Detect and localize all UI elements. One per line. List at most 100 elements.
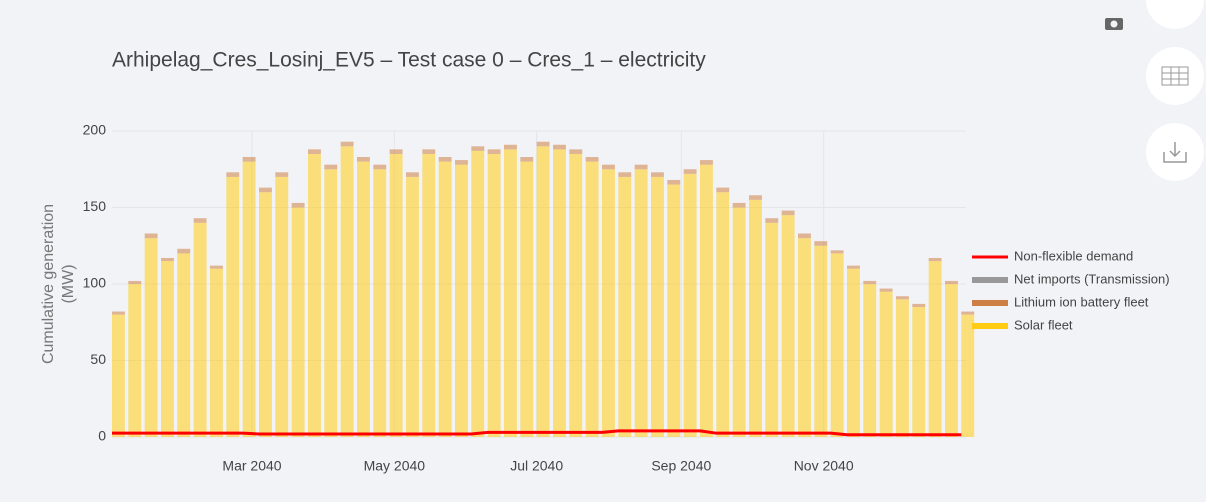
spike — [879, 291, 893, 437]
y-tick-label: 50 — [90, 351, 106, 367]
spike — [438, 161, 452, 437]
table-lines — [1162, 67, 1188, 85]
spike — [536, 146, 550, 438]
spike — [144, 233, 158, 239]
spike — [275, 176, 289, 437]
toolbar-button[interactable] — [1146, 0, 1204, 29]
y-axis-label: Cumulative generation (MW) — [40, 204, 77, 364]
y-label-line: Cumulative generation — [40, 204, 57, 364]
spike — [765, 218, 779, 223]
spike — [520, 157, 534, 162]
spike — [210, 265, 223, 269]
spike — [618, 176, 632, 437]
spike — [912, 306, 926, 437]
spike — [504, 149, 517, 438]
demand-line — [112, 429, 962, 437]
spike — [863, 284, 877, 437]
spike — [520, 161, 534, 437]
spike — [112, 314, 125, 437]
spike — [847, 268, 860, 437]
spike — [177, 253, 191, 437]
spike — [945, 280, 958, 284]
x-tick-label: May 2040 — [364, 458, 426, 474]
spike — [945, 284, 958, 437]
spike — [961, 311, 975, 315]
spike — [553, 149, 566, 438]
spike — [389, 149, 403, 154]
spike — [455, 160, 468, 165]
spike — [749, 199, 762, 437]
spike — [210, 268, 223, 437]
legend-label: Solar fleet — [1014, 317, 1073, 332]
chart-title: Arhipelag_Cres_Losinj_EV5 – Test case 0 … — [112, 49, 706, 72]
spike — [798, 238, 811, 437]
x-tick-label: Mar 2040 — [222, 458, 281, 474]
spike — [406, 172, 419, 177]
spike — [602, 164, 615, 170]
spike — [455, 164, 468, 437]
spike — [226, 176, 240, 437]
spike — [879, 288, 893, 292]
x-tick-label: Sep 2040 — [651, 458, 711, 474]
spike — [830, 253, 844, 437]
spike — [732, 202, 746, 208]
spike — [161, 261, 174, 437]
spike — [193, 222, 207, 437]
spike — [389, 153, 403, 437]
legend-label: Non-flexible demand — [1014, 248, 1133, 263]
spike — [308, 153, 321, 437]
spike — [291, 207, 305, 437]
spike — [667, 179, 681, 185]
spike — [373, 164, 387, 170]
spike — [700, 164, 713, 437]
spike — [357, 161, 370, 437]
spike — [634, 169, 648, 437]
spike — [324, 164, 338, 170]
spike — [161, 257, 174, 262]
spike — [847, 265, 860, 269]
spike — [602, 169, 615, 437]
spike — [651, 176, 664, 437]
spike — [357, 157, 370, 162]
spike — [634, 164, 648, 170]
spike — [177, 248, 191, 254]
spike — [700, 160, 713, 165]
spike — [732, 207, 746, 437]
spike — [373, 169, 387, 437]
spike — [308, 149, 321, 154]
spike — [585, 157, 599, 162]
spike — [422, 153, 436, 437]
spike — [928, 257, 942, 262]
y-tick-label: 200 — [83, 122, 107, 138]
spike — [340, 141, 354, 147]
spike — [128, 284, 142, 437]
spike — [569, 149, 583, 154]
y-tick-label: 0 — [98, 428, 106, 444]
spike — [438, 157, 452, 162]
spike — [504, 144, 517, 150]
spike — [814, 245, 828, 437]
spike — [128, 280, 142, 284]
toolbar — [1105, 0, 1204, 181]
y-label-line: (MW) — [60, 264, 77, 303]
download-icon — [1163, 142, 1187, 163]
y-tick-label: 150 — [83, 198, 107, 214]
spike — [863, 280, 877, 284]
spike — [259, 187, 272, 193]
spike — [781, 215, 795, 437]
spike — [144, 238, 158, 437]
table-button[interactable] — [1146, 47, 1204, 105]
spike — [324, 169, 338, 437]
spike — [830, 250, 844, 254]
spike — [912, 303, 926, 307]
camera-lens — [1110, 20, 1118, 28]
legend-label: Net imports (Transmission) — [1014, 271, 1170, 286]
spike — [340, 146, 354, 438]
spike — [112, 311, 125, 315]
spike — [618, 172, 632, 177]
spike — [716, 187, 730, 193]
spike — [226, 172, 240, 177]
spike — [487, 153, 501, 437]
x-tick-label: Nov 2040 — [794, 458, 854, 474]
spike — [749, 195, 762, 200]
